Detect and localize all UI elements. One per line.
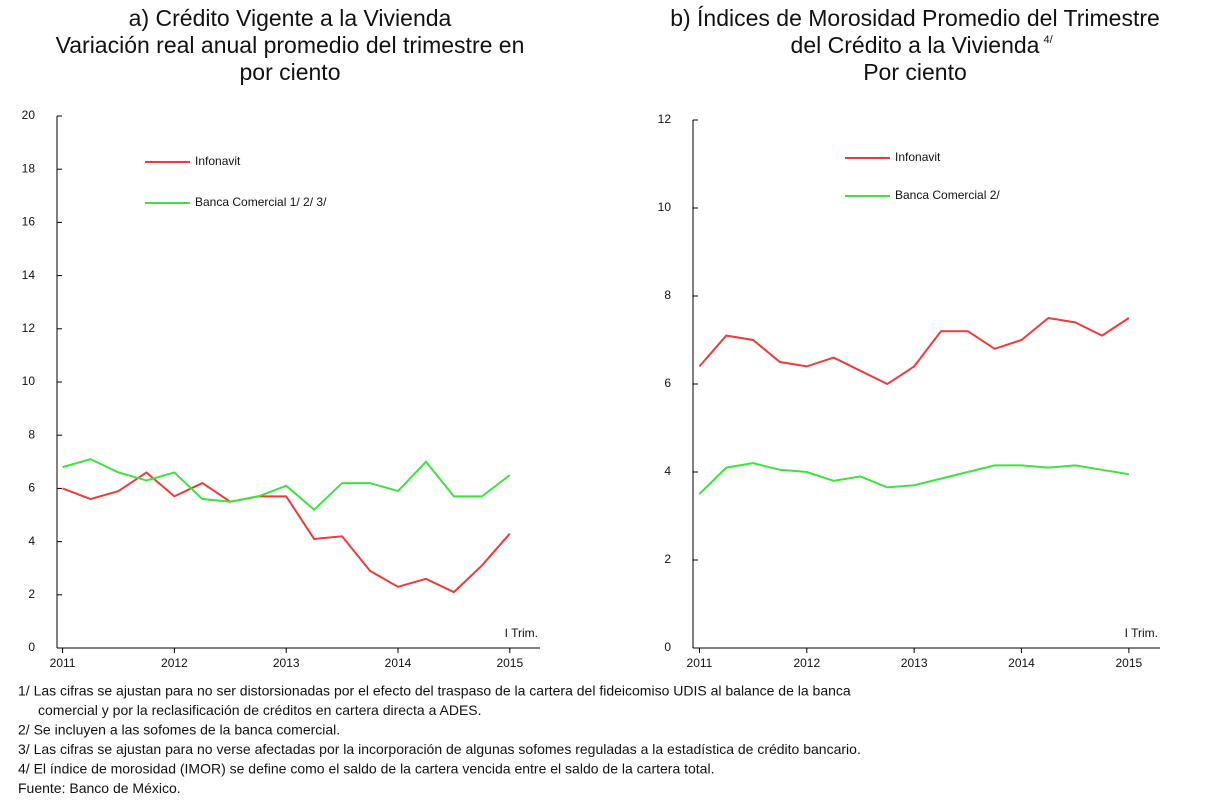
y-tick-label: 8 — [664, 288, 671, 302]
footnote: 1/ Las cifras se ajustan para no ser dis… — [18, 683, 851, 699]
x-tick-label: 2011 — [687, 656, 713, 670]
x-tick-label: 2013 — [901, 656, 928, 670]
footnote: comercial y por la reclasificación de cr… — [38, 702, 482, 718]
legend-label: Banca Comercial 1/ 2/ 3/ — [195, 195, 327, 209]
line-series — [62, 458, 511, 512]
legend-label: Banca Comercial 2/ — [895, 188, 1000, 202]
footnote: 2/ Se incluyen a las sofomes de la banca… — [18, 722, 340, 738]
y-tick-label: 20 — [22, 108, 36, 122]
footnote: Fuente: Banco de México. — [18, 780, 181, 796]
line-series — [62, 471, 511, 594]
x-tick-label: 2015 — [1116, 656, 1143, 670]
chart-subtitle: Por ciento — [863, 59, 967, 85]
chart-subtitle: por ciento — [239, 59, 340, 85]
annotation: I Trim. — [505, 626, 538, 640]
y-tick-label: 2 — [664, 552, 671, 566]
legend-label: Infonavit — [895, 150, 941, 164]
legend-label: Infonavit — [195, 154, 241, 168]
y-tick-label: 8 — [28, 427, 35, 441]
chart-title: a) Crédito Vigente a la Vivienda — [129, 5, 452, 31]
chart-subtitle: Variación real anual promedio del trimes… — [56, 32, 525, 58]
footnote: 3/ Las cifras se ajustan para no verse a… — [18, 741, 861, 757]
y-tick-label: 10 — [658, 200, 672, 214]
subtitle-note: 4/ — [1043, 34, 1053, 46]
y-tick-label: 2 — [28, 587, 35, 601]
y-tick-label: 16 — [22, 215, 36, 229]
y-tick-label: 0 — [664, 640, 671, 654]
y-tick-label: 6 — [28, 481, 35, 495]
line-series — [698, 316, 1130, 386]
y-tick-label: 4 — [664, 464, 671, 478]
y-tick-label: 18 — [22, 161, 36, 175]
x-tick-label: 2012 — [161, 656, 188, 670]
x-tick-label: 2015 — [496, 656, 523, 670]
line-series — [698, 462, 1130, 495]
y-tick-label: 14 — [22, 268, 36, 282]
x-tick-label: 2014 — [385, 656, 412, 670]
annotation: I Trim. — [1125, 626, 1158, 640]
x-tick-label: 2014 — [1008, 656, 1035, 670]
y-tick-label: 0 — [28, 640, 35, 654]
y-tick-label: 12 — [22, 321, 36, 335]
y-tick-label: 10 — [22, 374, 36, 388]
y-tick-label: 12 — [658, 112, 672, 126]
footnote: 4/ El índice de morosidad (IMOR) se defi… — [18, 761, 714, 777]
x-tick-label: 2011 — [50, 656, 76, 670]
x-tick-label: 2013 — [273, 656, 300, 670]
x-tick-label: 2012 — [793, 656, 820, 670]
y-tick-label: 4 — [28, 534, 35, 548]
y-tick-label: 6 — [664, 376, 671, 390]
chart-title: b) Índices de Morosidad Promedio del Tri… — [670, 5, 1160, 31]
chart-subtitle: del Crédito a la Vivienda — [791, 32, 1040, 58]
